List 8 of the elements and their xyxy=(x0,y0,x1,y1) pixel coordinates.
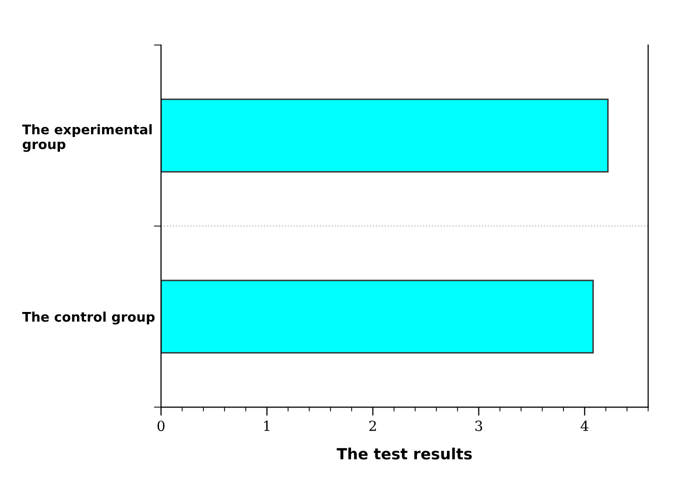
x-tick-label: 4 xyxy=(580,420,588,431)
x-tick-label: 0 xyxy=(158,420,165,432)
x-tick-label: 2 xyxy=(369,420,376,431)
x-axis-title: The test results xyxy=(336,448,472,460)
x-tick-label: 3 xyxy=(475,420,482,432)
y-tick-label: The experimental group xyxy=(22,124,152,152)
x-tick-label: 1 xyxy=(264,420,270,431)
y-tick-label: The control group xyxy=(22,312,155,324)
